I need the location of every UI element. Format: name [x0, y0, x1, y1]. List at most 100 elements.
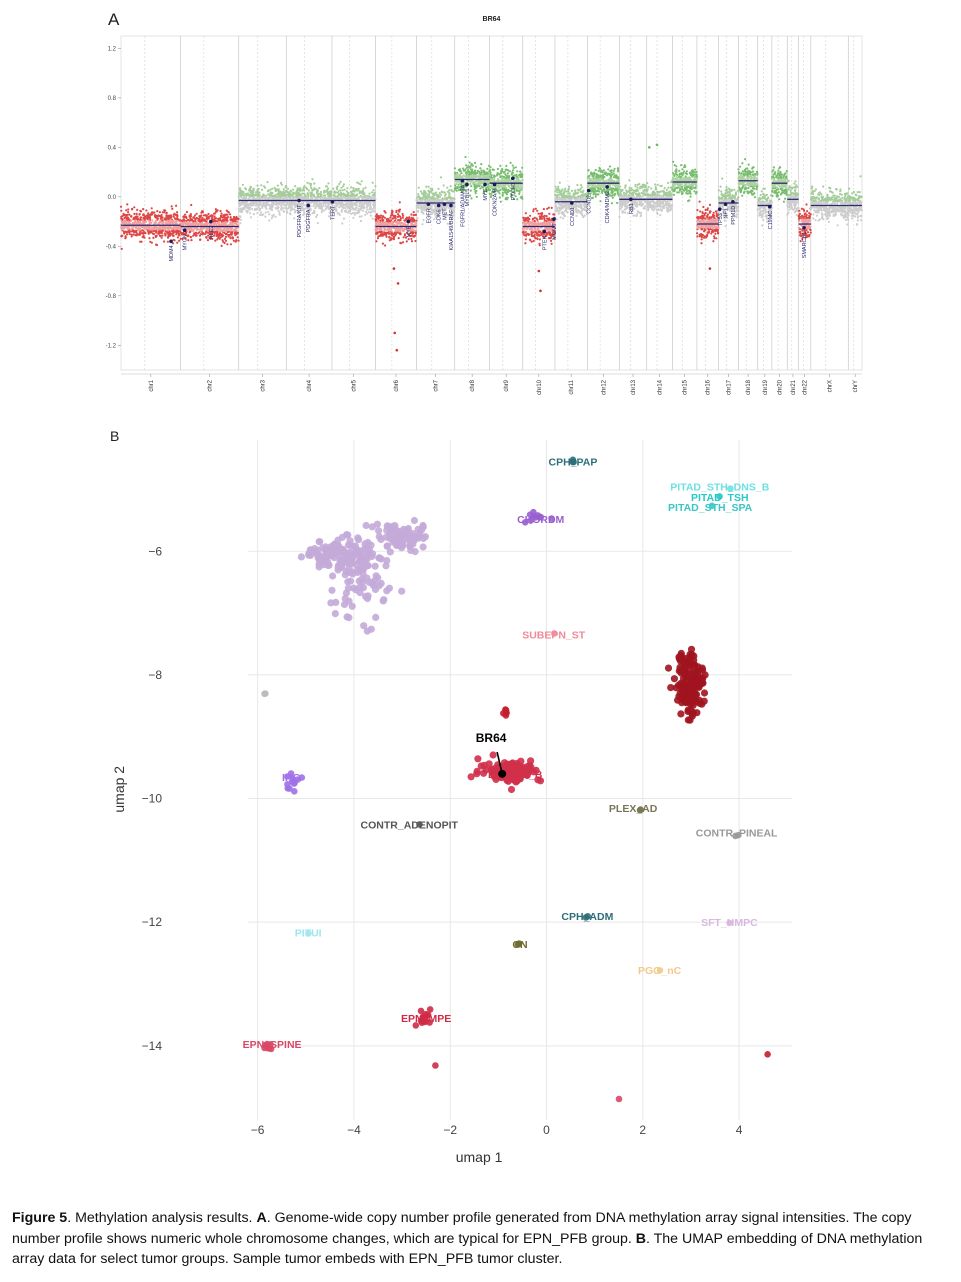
probe-point: [149, 216, 152, 219]
probe-point: [520, 196, 523, 199]
y-tick-label: -1.2: [106, 343, 117, 349]
probe-point: [491, 168, 494, 171]
y-tick-label: -0.4: [106, 244, 117, 250]
chromosome-label: chr18: [746, 379, 752, 395]
probe-point: [521, 166, 524, 169]
probe-point: [327, 187, 330, 190]
probe-point: [155, 214, 158, 217]
probe-point: [254, 201, 257, 204]
probe-point: [541, 212, 544, 215]
probe-point: [500, 180, 503, 183]
probe-point: [239, 222, 242, 225]
probe-point: [448, 199, 451, 203]
probe-point: [390, 232, 393, 236]
probe-point: [123, 220, 126, 223]
probe-point: [230, 218, 233, 221]
probe-point: [265, 202, 268, 205]
probe-point: [424, 191, 427, 194]
probe-point: [206, 218, 209, 221]
probe-point: [256, 197, 259, 200]
probe-point: [414, 232, 417, 235]
probe-point: [227, 235, 230, 238]
probe-point: [501, 183, 504, 187]
chromosome-label: chr7: [434, 379, 440, 391]
probe-point: [320, 204, 323, 207]
probe-point: [219, 209, 222, 213]
probe-point: [236, 232, 239, 235]
probe-point: [554, 185, 557, 188]
probe-point: [398, 219, 401, 222]
probe-point: [405, 240, 408, 243]
probe-point: [328, 201, 331, 204]
probe-point: [282, 206, 285, 210]
probe-point: [248, 208, 251, 211]
probe-point: [126, 213, 129, 216]
probe-point: [358, 215, 361, 218]
probe-point: [531, 234, 534, 237]
probe-point: [534, 207, 537, 210]
chart-title: BR64: [483, 16, 501, 23]
probe-point: [258, 208, 261, 211]
probe-point: [498, 196, 501, 199]
probe-point: [280, 208, 283, 211]
probe-point: [401, 227, 404, 230]
probe-point: [521, 221, 525, 224]
probe-point: [155, 243, 158, 246]
probe-point: [228, 223, 231, 226]
probe-point: [529, 214, 532, 217]
probe-point: [288, 194, 291, 198]
probe-point: [323, 201, 326, 204]
probe-point: [316, 222, 319, 225]
probe-point: [216, 238, 219, 241]
probe-point: [234, 240, 237, 243]
probe-point: [412, 235, 415, 238]
probe-point: [123, 232, 126, 235]
probe-point: [149, 240, 152, 243]
probe-point: [452, 198, 455, 201]
probe-point: [417, 193, 420, 196]
probe-point: [428, 196, 431, 199]
probe-point: [496, 184, 500, 187]
probe-point: [222, 219, 225, 222]
probe-point: [223, 237, 227, 240]
probe-point: [338, 182, 341, 186]
probe-point: [428, 191, 431, 194]
probe-point: [286, 191, 289, 194]
probe-point: [483, 180, 486, 183]
probe-point: [205, 222, 208, 226]
probe-point: [478, 181, 482, 184]
probe-point: [350, 193, 354, 196]
probe-point: [419, 190, 423, 193]
chromosome-label: chr11: [569, 379, 575, 394]
probe-point: [345, 209, 348, 212]
probe-point: [469, 165, 472, 169]
probe-point: [446, 204, 449, 207]
probe-point: [342, 183, 345, 186]
probe-point: [224, 235, 228, 238]
probe-point: [310, 182, 313, 186]
probe-point: [258, 203, 261, 206]
probe-point: [277, 194, 280, 197]
probe-point: [223, 213, 226, 216]
probe-point: [443, 198, 446, 201]
probe-point: [282, 188, 285, 191]
probe-point: [341, 222, 344, 225]
probe-point: [172, 215, 175, 218]
probe-point: [456, 171, 459, 174]
probe-point: [398, 210, 401, 213]
probe-point: [557, 212, 561, 215]
chromosome-label: chr12: [601, 379, 607, 395]
probe-point: [138, 213, 141, 216]
probe-point: [361, 190, 364, 193]
probe-point: [256, 192, 259, 195]
probe-point: [180, 222, 183, 225]
chromosome-label: chr13: [631, 379, 637, 395]
probe-point: [550, 218, 553, 222]
probe-point: [278, 200, 281, 204]
probe-point: [278, 203, 281, 206]
probe-point: [387, 218, 390, 221]
probe-point: [288, 202, 291, 205]
probe-point: [260, 203, 263, 206]
probe-point: [381, 242, 384, 245]
probe-point: [177, 220, 180, 223]
